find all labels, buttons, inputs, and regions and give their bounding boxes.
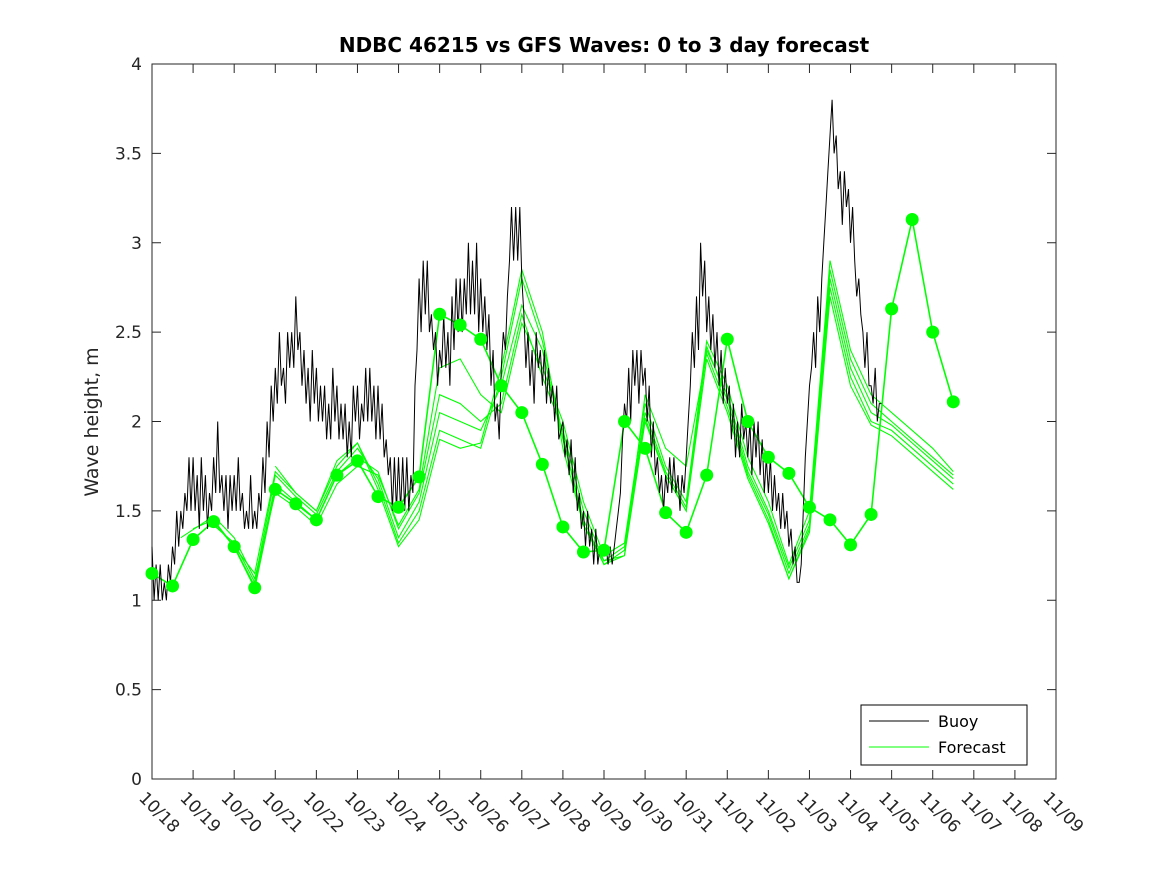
y-tick-label: 2.5 [115, 323, 142, 343]
forecast-point-marker [556, 520, 570, 534]
forecast-point-marker [330, 468, 344, 482]
forecast-series-line [274, 267, 954, 581]
forecast-point-marker [227, 540, 241, 554]
legend-label-forecast: Forecast [938, 738, 1006, 757]
forecast-point-marker [576, 545, 590, 559]
forecast-point-marker [761, 450, 775, 464]
forecast-point-marker [186, 532, 200, 546]
forecast-point-marker [741, 415, 755, 428]
forecast-point-marker [412, 470, 426, 484]
legend-box [860, 704, 1028, 766]
forecast-series-line [233, 276, 954, 581]
forecast-point-marker [844, 538, 858, 552]
y-tick-label: 2 [131, 413, 142, 433]
y-tick-label: 0 [131, 770, 142, 790]
forecast-point-marker [371, 490, 385, 504]
y-tick-label: 1.5 [115, 502, 142, 522]
y-tick-label: 0.5 [115, 681, 142, 701]
forecast-point-marker [926, 325, 940, 339]
forecast-point-marker [535, 457, 549, 471]
forecast-point-marker [145, 566, 159, 580]
forecast-point-marker [309, 513, 323, 527]
forecast-point-marker [679, 525, 693, 539]
forecast-point-marker [700, 468, 714, 482]
forecast-point-marker [248, 581, 262, 595]
forecast-point-marker [597, 543, 611, 557]
forecast-point-marker [392, 500, 406, 514]
forecast-point-marker [802, 500, 816, 514]
forecast-point-marker [659, 506, 673, 520]
y-tick-label: 3 [131, 234, 142, 254]
legend: Buoy Forecast [860, 704, 1028, 766]
forecast-point-marker [885, 302, 899, 316]
forecast-point-marker [207, 515, 221, 529]
forecast-point-marker [638, 441, 652, 455]
forecast-point-marker [515, 406, 529, 420]
forecast-point-marker [433, 307, 447, 321]
y-tick-label: 1 [131, 591, 142, 611]
forecast-point-marker [494, 379, 508, 393]
y-tick-label: 4 [131, 55, 142, 75]
forecast-point-marker [289, 497, 303, 511]
forecast-point-marker [905, 213, 919, 227]
y-tick-label: 3.5 [115, 144, 142, 164]
forecast-point-marker [166, 579, 180, 593]
chart-title: NDBC 46215 vs GFS Waves: 0 to 3 day fore… [339, 33, 870, 57]
forecast-point-marker [618, 415, 632, 428]
forecast-point-marker [350, 454, 364, 468]
forecast-point-marker [474, 332, 488, 346]
forecast-point-marker [823, 513, 837, 527]
forecast-point-marker [453, 318, 467, 332]
forecast-point-marker [268, 482, 282, 496]
forecast-point-marker [946, 395, 960, 409]
forecast-analysis-line [151, 219, 955, 591]
forecast-point-marker [720, 332, 734, 346]
y-axis-label: Wave height, m [81, 347, 103, 496]
legend-label-buoy: Buoy [938, 712, 978, 731]
forecast-point-marker [782, 466, 796, 480]
forecast-point-marker [864, 507, 878, 521]
buoy-series-line [151, 99, 882, 601]
